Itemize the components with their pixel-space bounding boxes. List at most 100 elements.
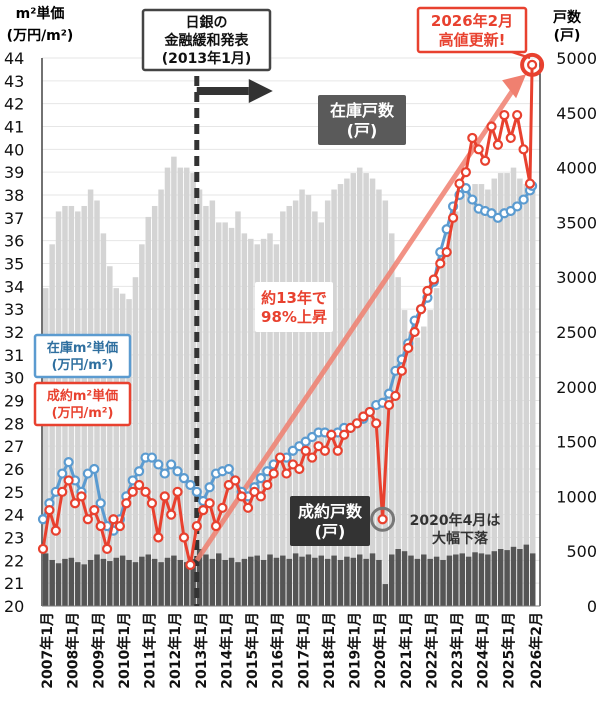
- y-left-tick-label: 38: [4, 186, 24, 205]
- inventory-price-point: [307, 431, 318, 443]
- inventory-count-bar: [497, 173, 504, 606]
- contract-count-bar: [389, 554, 395, 606]
- contract-count-bar: [286, 558, 292, 606]
- contract-count-bar: [395, 549, 401, 606]
- contract-count-bar: [171, 555, 177, 606]
- inventory-price-point: [134, 466, 145, 477]
- inventory-count-bar: [376, 189, 382, 606]
- inventory-price-point: [204, 482, 215, 493]
- inventory-count-bar: [248, 238, 254, 606]
- inventory-count-bar: [446, 233, 453, 607]
- inventory-price-legend-box: [33, 333, 132, 379]
- contract-count-bar: [132, 562, 139, 606]
- covid-label-line2: 大幅下落: [432, 530, 489, 547]
- contract-price-point: [204, 498, 215, 509]
- contract-count-bar: [81, 564, 87, 606]
- contract-price-point: [428, 274, 439, 285]
- contract-price-point: [76, 491, 87, 502]
- y-left-tick-label: 34: [4, 277, 24, 296]
- inventory-price-point: [146, 452, 158, 463]
- x-tick-label: 2009年1月: [90, 612, 107, 689]
- inventory-price-point: [300, 436, 311, 447]
- y-right-tick-label: 1500: [556, 433, 597, 452]
- contract-price-point: [121, 498, 132, 509]
- contract-count-bar: [49, 559, 55, 606]
- contract-price-point: [95, 520, 106, 532]
- y-left-tick-label: 23: [4, 529, 24, 548]
- inventory-count-bar: [126, 299, 132, 606]
- inventory-count-bar: [369, 178, 376, 606]
- y-left-tick-label: 30: [4, 369, 24, 388]
- inventory-price-point: [159, 468, 170, 479]
- boj-annotation-text: (2013年1月): [162, 50, 252, 67]
- x-tick-label: 2010年1月: [116, 612, 133, 689]
- contract-price-point: [339, 429, 350, 440]
- inventory-count-bar: [228, 227, 235, 606]
- boj-annotation-box: [141, 8, 272, 72]
- contract-count-bar: [331, 555, 337, 606]
- contract-count-bar: [183, 562, 190, 606]
- trend-label-text: 98%上昇: [261, 308, 327, 326]
- inventory-price-point: [89, 463, 100, 475]
- inventory-price-point: [191, 486, 202, 497]
- x-tick-label: 2020年1月: [372, 612, 389, 689]
- y-left-tick-label: 20: [4, 597, 24, 616]
- x-tick-label: 2021年1月: [398, 612, 415, 689]
- contract-price-point: [307, 452, 318, 463]
- y-left-tick-label: 25: [4, 483, 24, 502]
- contract-price-point: [351, 418, 363, 429]
- inventory-count-label-text: (戸): [347, 121, 378, 140]
- inventory-count-bar: [312, 211, 318, 606]
- contract-count-bar: [75, 562, 81, 606]
- y-right-tick-label: 5000: [556, 49, 597, 68]
- inventory-count-bar: [427, 310, 433, 606]
- y-left-tick-label: 36: [4, 232, 24, 251]
- contract-count-bar: [190, 558, 196, 606]
- inventory-price-point: [492, 212, 504, 223]
- inventory-count-bar: [337, 184, 344, 607]
- x-tick-label: 2024年1月: [475, 612, 492, 689]
- contract-count-bar: [203, 554, 209, 606]
- inventory-price-point: [127, 475, 138, 486]
- inventory-count-bar: [318, 222, 325, 606]
- inventory-count-bar: [440, 255, 446, 606]
- covid-highlight-circle: [370, 506, 396, 532]
- inventory-count-bar: [459, 195, 465, 606]
- x-tick-label: 2022年1月: [423, 612, 440, 689]
- inventory-price-point: [95, 498, 106, 509]
- inventory-count-bar: [453, 211, 459, 606]
- contract-price-point: [505, 132, 516, 144]
- inventory-price-point: [172, 466, 183, 477]
- inventory-count-bar: [254, 244, 260, 606]
- contract-price-point: [127, 486, 138, 497]
- contract-price-point: [153, 532, 164, 543]
- left-axis-unit: (万円/m²): [7, 28, 74, 44]
- inventory-count-bar: [414, 337, 421, 606]
- contract-count-bar: [478, 553, 485, 606]
- inventory-count-bar: [280, 211, 286, 606]
- contract-price-point: [230, 475, 241, 486]
- trend-label-text: 約13年で: [261, 289, 327, 307]
- contract-count-bar: [305, 554, 312, 606]
- inventory-count-bar: [260, 238, 267, 606]
- y-right-tick-label: 0: [587, 597, 597, 616]
- contract-price-legend-box: [33, 381, 132, 427]
- contract-count-bar: [472, 552, 478, 606]
- inventory-count-bar: [532, 195, 535, 606]
- y-right-tick-label: 1000: [556, 487, 597, 506]
- contract-count-bar: [363, 558, 369, 606]
- contract-price-point: [50, 525, 61, 536]
- axes: 20 21 22 23 24 25 26 27 28 29 30 31 32 33 34 35 36 37 38 39…: [4, 5, 597, 689]
- inventory-count-bar: [523, 184, 530, 607]
- left-axis-title: m²単価: [16, 5, 65, 22]
- contract-count-bar: [440, 559, 446, 606]
- inventory-price-point: [185, 479, 196, 491]
- contract-price-point: [364, 406, 375, 418]
- contract-count-label-text: (戸): [315, 522, 346, 541]
- inventory-count-bar: [222, 222, 228, 606]
- contract-count-bar: [485, 554, 491, 606]
- contract-count-bar: [517, 549, 523, 606]
- contract-price-point: [140, 486, 151, 497]
- y-left-tick-label: 32: [4, 323, 24, 342]
- contract-price-point: [89, 505, 100, 516]
